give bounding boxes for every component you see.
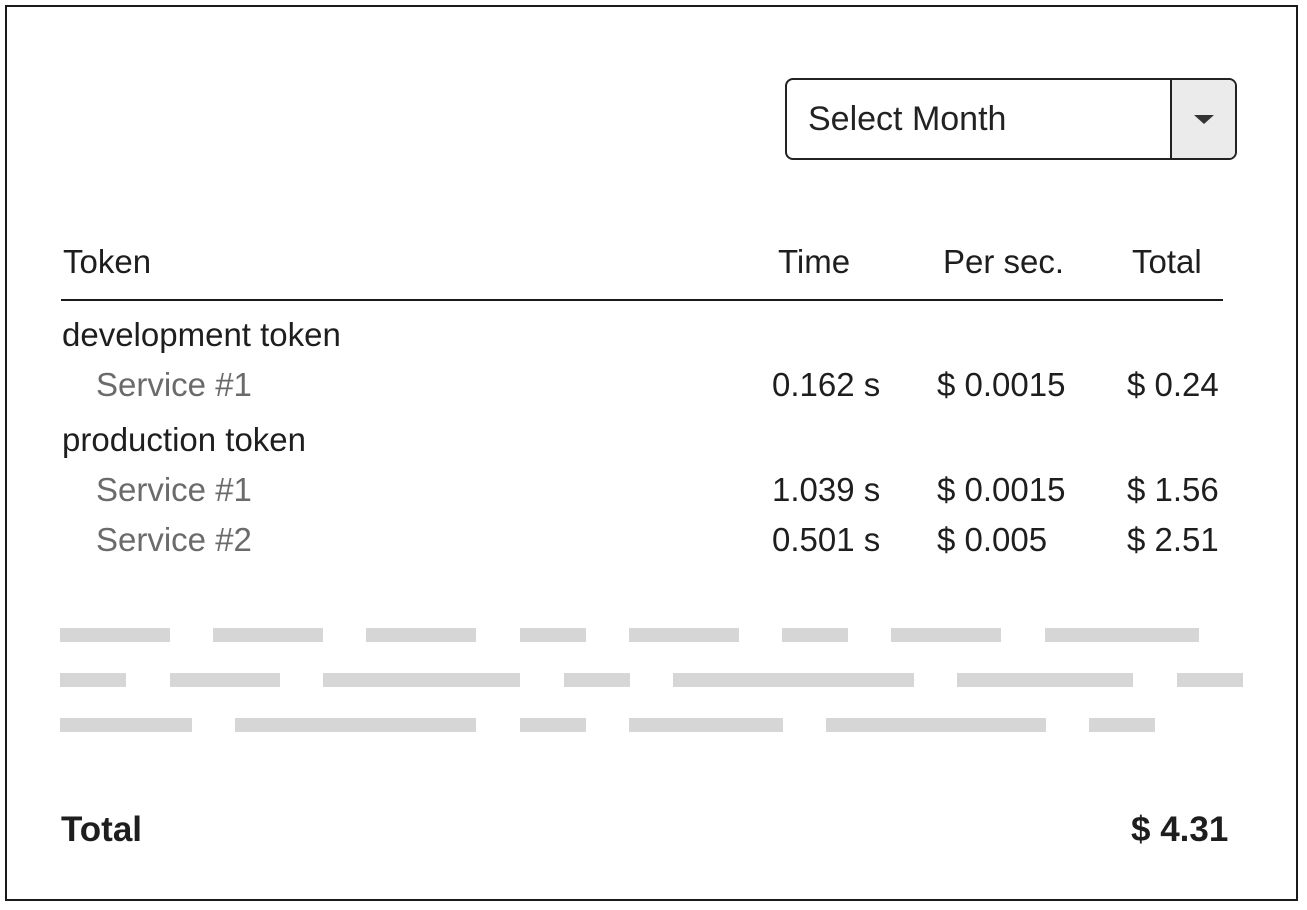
service-time: 0.162 s: [772, 366, 881, 403]
total-label: Total: [61, 810, 143, 849]
token-group-name: production token: [62, 421, 307, 458]
service-total: $ 2.51: [1127, 521, 1219, 558]
column-header-per-sec: Per sec.: [943, 243, 1065, 280]
placeholder-bar: [564, 673, 630, 687]
service-name: Service #2: [96, 521, 252, 558]
placeholder-bar: [1089, 718, 1155, 732]
column-header-total: Total: [1132, 243, 1202, 280]
placeholder-bar: [826, 718, 1046, 732]
service-total: $ 0.24: [1127, 366, 1219, 403]
column-header-token: Token: [63, 243, 152, 280]
service-per-sec: $ 0.0015: [937, 366, 1066, 403]
month-dropdown[interactable]: Select Month: [785, 78, 1237, 160]
placeholder-bar: [957, 673, 1133, 687]
month-dropdown-label: Select Month: [808, 99, 1007, 138]
placeholder-bar: [323, 673, 520, 687]
placeholder-bar: [366, 628, 476, 642]
service-per-sec: $ 0.005: [937, 521, 1048, 558]
placeholder-bar: [60, 718, 192, 732]
service-time: 0.501 s: [772, 521, 881, 558]
placeholder-bar: [520, 718, 586, 732]
month-dropdown-toggle[interactable]: [1170, 80, 1235, 158]
placeholder-bar: [520, 628, 586, 642]
service-name: Service #1: [96, 366, 252, 403]
placeholder-bar: [1045, 628, 1199, 642]
placeholder-bar: [1177, 673, 1243, 687]
service-per-sec: $ 0.0015: [937, 471, 1066, 508]
placeholder-bar: [673, 673, 914, 687]
placeholder-bar: [60, 673, 126, 687]
service-time: 1.039 s: [772, 471, 881, 508]
token-group-name: development token: [62, 316, 341, 353]
placeholder-bar: [235, 718, 476, 732]
total-value: $ 4.31: [1131, 810, 1229, 849]
placeholder-bar: [60, 628, 170, 642]
placeholder-bar: [782, 628, 848, 642]
service-name: Service #1: [96, 471, 252, 508]
placeholder-bar: [629, 718, 783, 732]
placeholder-bar: [629, 628, 739, 642]
header-divider: [61, 299, 1223, 301]
chevron-down-icon: [1193, 114, 1214, 124]
column-header-time: Time: [778, 243, 851, 280]
service-total: $ 1.56: [1127, 471, 1219, 508]
placeholder-bar: [213, 628, 323, 642]
placeholder-bar: [170, 673, 280, 687]
billing-panel: [5, 5, 1298, 901]
placeholder-bar: [891, 628, 1001, 642]
